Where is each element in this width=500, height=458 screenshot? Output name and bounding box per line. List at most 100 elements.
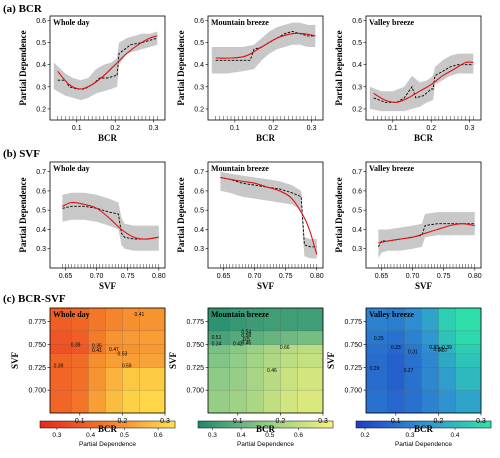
colorbar-segment [154, 421, 159, 428]
fit-curve [378, 223, 475, 244]
colorbar-segment [231, 421, 236, 428]
heatmap-cell [105, 367, 123, 391]
colorbar-segment [399, 421, 404, 428]
y-tick-label: 0.775 [344, 319, 362, 326]
contour-label: 0.66 [280, 345, 290, 351]
colorbar-segment [369, 421, 374, 428]
x-tick-label: 0.2 [434, 418, 444, 425]
y-tick-label: 0.775 [186, 319, 204, 326]
heatmap-cell [88, 344, 106, 354]
heatmap-cell [139, 367, 166, 391]
heatmap-cell [280, 390, 298, 414]
heatmap-cell [404, 353, 422, 368]
contour-label: 0.42 [233, 341, 243, 347]
heatmap-cell [229, 308, 247, 332]
colorbar-segment [80, 421, 85, 428]
y-tick-label: 0.7 [36, 169, 46, 176]
heatmap-cell [88, 390, 106, 414]
x-tick-label: 0.2 [110, 125, 120, 132]
section-title-a: (a) BCR [3, 3, 43, 15]
heatmap-cell [208, 367, 230, 391]
confidence-band [378, 212, 475, 259]
panel-b-1: 0.65 0.70 0.75 0.80 0.3 0.4 0.5 0.6 0.7 Whole day… [18, 161, 166, 291]
colorbar-segment [477, 421, 482, 428]
y-tick-label: 0.725 [186, 365, 204, 372]
panel-c-2: 0.540.580.51 0.50.460.420.340.660.460.3 0.… [168, 307, 334, 448]
x-tick-label: 0.2 [276, 418, 286, 425]
heatmap-cell [263, 367, 281, 391]
colorbar-segment [83, 421, 88, 428]
pd-line [373, 64, 474, 103]
heatmap-cell [297, 353, 324, 368]
heatmap-cell [280, 353, 298, 368]
heatmap-cell [71, 390, 89, 414]
colorbar-segment [433, 421, 438, 428]
colorbar-segment [457, 421, 462, 428]
heatmap-cell [366, 330, 388, 345]
heatmap-cell [280, 367, 298, 391]
x-tick-label: 0.65 [217, 273, 231, 280]
heatmap-cell [421, 308, 439, 332]
colorbar-segment [279, 421, 283, 428]
colorbar-label: Partial Dependence [237, 441, 294, 448]
colorbar-segment [467, 421, 472, 428]
y-tick-label: 0.750 [28, 342, 46, 349]
x-tick-label: 0.70 [248, 273, 262, 280]
colorbar-segment [151, 421, 156, 428]
heatmap-cell [246, 367, 264, 391]
panel-title: Mountain breeze [211, 18, 269, 27]
heatmap-cell [297, 390, 324, 414]
y-tick-label: 0.3 [352, 246, 362, 253]
heatmap-cell [366, 367, 388, 391]
contour-label: 0.53 [118, 352, 128, 358]
x-axis-label: BCR [256, 133, 276, 143]
y-axis-label: SVF [10, 352, 20, 370]
contour-label: 0.39 [71, 342, 81, 348]
y-tick-label: 0.5 [352, 40, 362, 47]
section-title-b: (b) SVF [3, 148, 40, 160]
y-axis-label: Partial Dependence [334, 177, 344, 252]
heatmap-cell [139, 344, 166, 354]
colorbar-tick-label: 0.3 [208, 432, 217, 439]
colorbar-segment [306, 421, 310, 428]
y-tick-label: 0.5 [194, 208, 204, 215]
colorbar-tick-label: 0.5 [120, 432, 129, 439]
heatmap-cell [387, 330, 405, 345]
x-tick-label: 0.3 [307, 125, 317, 132]
contour-label: 0.46 [241, 341, 251, 347]
colorbar-frame [355, 420, 492, 429]
colorbar-segment [50, 421, 54, 428]
contour-label: 0.39 [54, 363, 64, 369]
x-tick-label: 0.3 [465, 125, 475, 132]
colorbar-tick-label: 0.6 [294, 432, 303, 439]
x-tick-label: 0.65 [59, 273, 73, 280]
heatmap-cell [297, 344, 324, 354]
y-tick-label: 0.4 [352, 227, 362, 234]
heatmap-cell [387, 353, 405, 368]
y-axis-label: SVF [168, 352, 178, 370]
heatmap-cell [387, 344, 405, 354]
heatmap-cell [50, 308, 72, 332]
colorbar-segment [322, 421, 327, 428]
colorbar-segment [413, 421, 418, 428]
colorbar-segment [474, 421, 478, 428]
y-tick-label: 0.700 [186, 388, 204, 395]
heatmap-cell [297, 367, 324, 391]
heatmap-cell [280, 330, 298, 345]
colorbar-segment [46, 421, 51, 428]
x-axis-label: BCR [414, 133, 434, 143]
confidence-band [53, 31, 158, 101]
heatmap-cell [122, 367, 140, 391]
colorbar-segment [258, 421, 263, 428]
y-tick-label: 0.5 [194, 40, 204, 47]
colorbar-segment [443, 421, 448, 428]
colorbar-segment [410, 421, 414, 428]
colorbar-segment [121, 421, 125, 428]
x-tick-label: 0.70 [90, 273, 104, 280]
colorbar-segment [141, 421, 146, 428]
heatmap-cell [455, 390, 482, 414]
colorbar-tick-label: 0.3 [52, 432, 61, 439]
colorbar-segment [60, 421, 65, 428]
contour-label: 0.34 [212, 341, 222, 347]
colorbar-segment [362, 421, 367, 428]
